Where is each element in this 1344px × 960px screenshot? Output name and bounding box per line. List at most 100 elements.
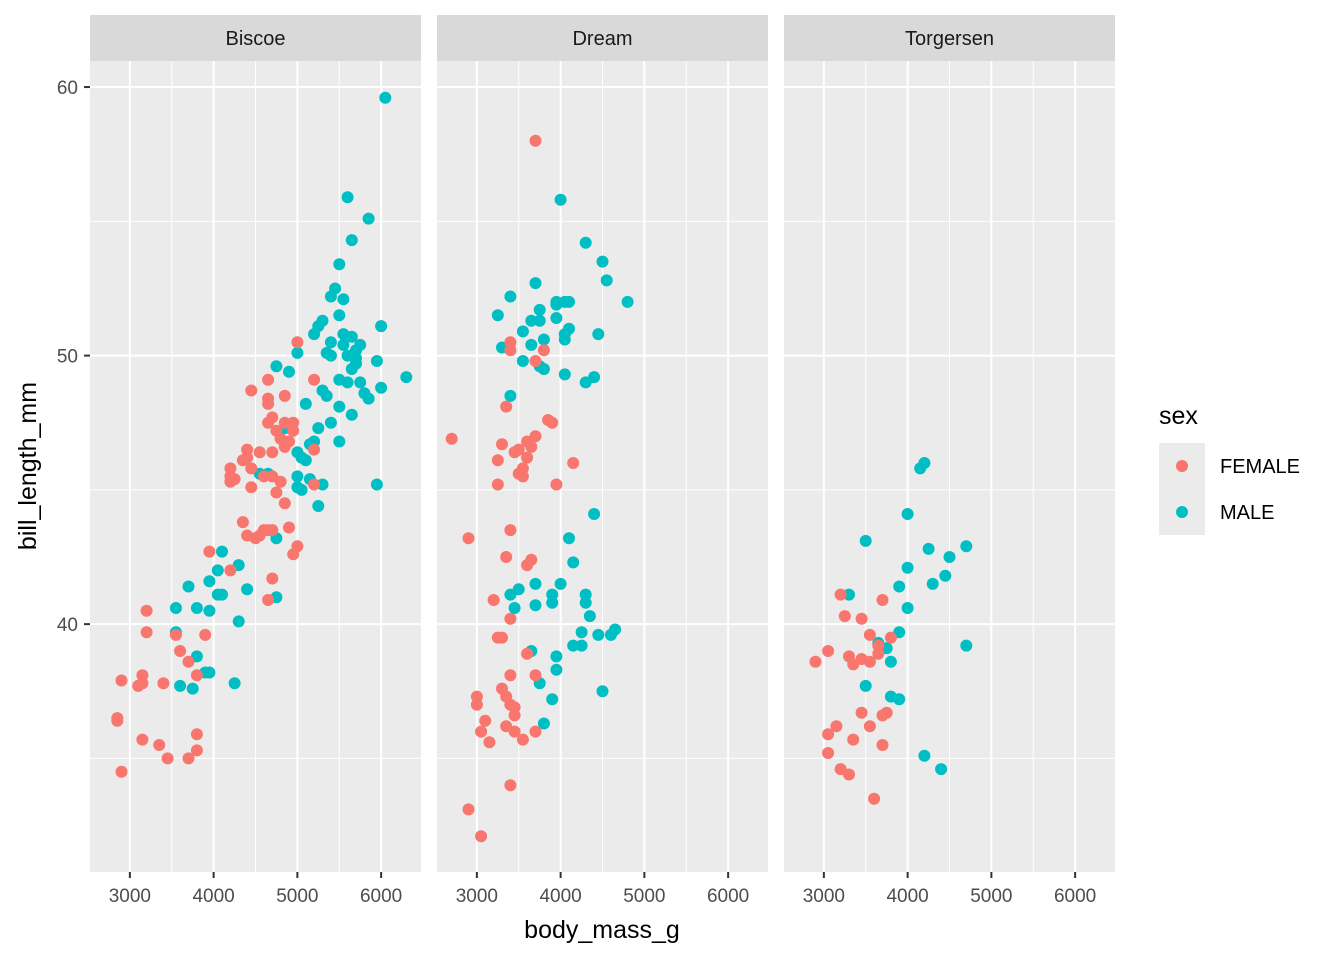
data-point-male <box>554 193 567 206</box>
data-point-female <box>834 588 847 601</box>
data-point-female <box>521 451 534 464</box>
panels-group: Biscoe 3000 4000 5000 6000 Dream 3000 4000 5000 6… <box>90 15 1115 907</box>
data-point-male <box>546 596 559 609</box>
data-point-male <box>550 650 563 663</box>
data-point-female <box>262 373 275 386</box>
data-point-female <box>567 457 580 469</box>
data-point-female <box>838 610 851 623</box>
data-point-female <box>537 344 550 357</box>
y-tick-label: 60 <box>57 78 78 99</box>
panel-dream: Dream 3000 4000 5000 6000 <box>437 15 768 907</box>
legend-label-female: FEMALE <box>1220 456 1300 478</box>
data-point-female <box>508 725 521 738</box>
data-point-male <box>843 588 855 601</box>
data-point-male <box>918 749 931 762</box>
data-point-female <box>475 725 488 738</box>
data-point-female <box>491 478 504 491</box>
x-tick-label: 6000 <box>1054 886 1096 907</box>
data-point-male <box>939 569 952 582</box>
data-point-female <box>863 628 876 641</box>
data-point-male <box>901 561 914 574</box>
data-point-female <box>245 384 258 397</box>
data-point-male <box>241 583 254 596</box>
legend-key-background <box>1159 443 1205 535</box>
data-point-female <box>287 424 300 437</box>
x-tick-label: 3000 <box>109 886 151 907</box>
data-point-male <box>337 338 350 351</box>
data-point-female <box>262 594 275 606</box>
data-point-female <box>140 604 153 617</box>
data-point-female <box>262 416 275 429</box>
data-point-female <box>504 344 517 357</box>
data-point-male <box>901 602 914 614</box>
data-point-female <box>847 658 860 671</box>
data-point-male <box>550 298 563 311</box>
data-point-female <box>203 545 216 558</box>
data-point-female <box>516 470 529 483</box>
data-point-female <box>278 497 291 510</box>
data-point-male <box>333 435 346 448</box>
data-point-female <box>274 475 287 488</box>
data-point-female <box>876 709 889 722</box>
data-point-female <box>236 454 249 467</box>
data-point-female <box>462 532 475 545</box>
data-point-male <box>893 693 906 706</box>
data-point-male <box>914 462 927 475</box>
data-point-male <box>508 602 521 614</box>
data-point-female <box>136 733 149 746</box>
data-point-female <box>504 779 517 792</box>
data-point-male <box>529 599 542 612</box>
data-point-male <box>312 422 325 435</box>
data-point-male <box>308 328 321 341</box>
data-point-male <box>203 604 216 617</box>
data-point-male <box>554 577 567 590</box>
data-point-male <box>316 478 329 491</box>
data-point-male <box>537 717 550 730</box>
data-point-female <box>249 532 262 545</box>
data-point-female <box>190 744 203 757</box>
data-point-female <box>550 478 563 491</box>
data-point-male <box>960 639 973 652</box>
data-point-male <box>943 551 956 563</box>
data-point-male <box>516 325 529 338</box>
x-tick-label: 4000 <box>539 886 581 907</box>
data-point-female <box>516 733 529 746</box>
data-point-female <box>496 631 508 644</box>
data-point-male <box>345 408 358 421</box>
data-point-male <box>341 376 354 389</box>
data-point-male <box>345 234 358 247</box>
data-point-female <box>546 416 559 429</box>
data-point-female <box>863 655 876 668</box>
legend-key-male <box>1176 506 1188 518</box>
data-point-female <box>169 628 182 641</box>
data-point-male <box>558 368 571 381</box>
facet-strip-label: Torgersen <box>905 28 994 50</box>
data-point-female <box>190 669 203 682</box>
data-point-male <box>579 376 592 389</box>
x-tick-label: 3000 <box>803 886 845 907</box>
data-point-male <box>362 392 375 405</box>
data-point-female <box>257 470 270 483</box>
data-point-male <box>558 333 571 346</box>
data-point-female <box>245 481 258 494</box>
data-point-female <box>500 400 513 413</box>
data-point-male <box>592 328 605 341</box>
data-point-male <box>324 416 337 429</box>
data-point-male <box>375 381 388 394</box>
data-point-male <box>583 610 596 623</box>
data-point-male <box>529 277 542 290</box>
data-point-male <box>525 338 538 351</box>
data-point-female <box>487 594 500 606</box>
data-point-female <box>868 792 881 805</box>
data-point-female <box>132 679 145 692</box>
data-point-male <box>563 295 575 308</box>
data-point-male <box>546 693 559 706</box>
x-tick-label: 3000 <box>456 886 498 907</box>
legend-title: sex <box>1159 402 1198 430</box>
data-point-male <box>859 534 872 547</box>
data-point-female <box>262 397 275 410</box>
data-point-male <box>291 481 304 494</box>
data-point-male <box>567 639 580 652</box>
data-point-male <box>291 346 304 359</box>
